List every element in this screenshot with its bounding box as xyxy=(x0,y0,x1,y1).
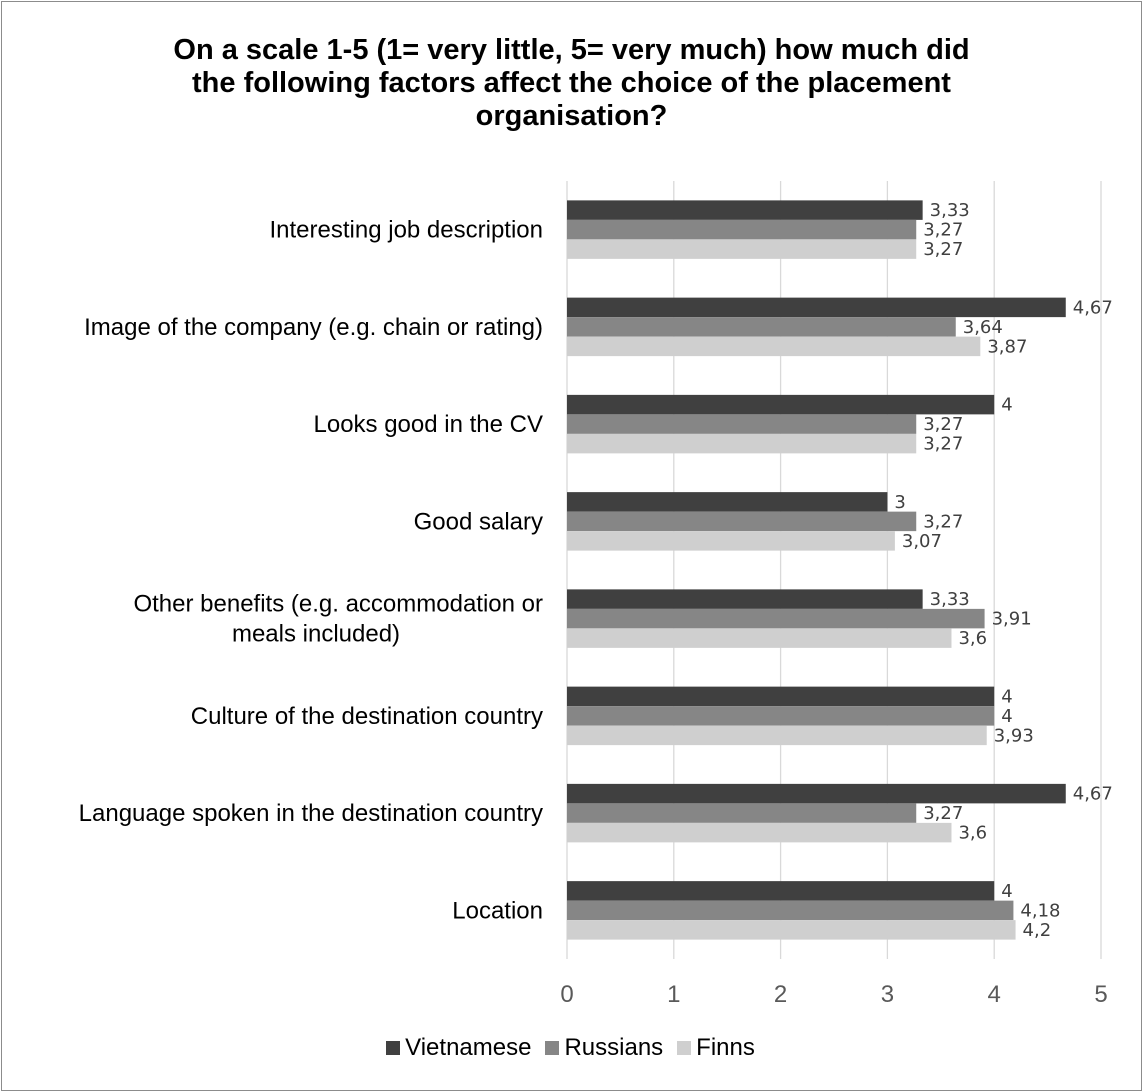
bar-vietnamese xyxy=(567,686,995,707)
bar-vietnamese xyxy=(567,394,995,415)
data-label: 4,18 xyxy=(1020,900,1060,921)
bar-finns xyxy=(567,725,987,746)
category-label: Good salary xyxy=(414,508,543,535)
data-label: 3,33 xyxy=(930,589,970,610)
legend-swatch xyxy=(677,1041,692,1055)
chart-title-line: organisation? xyxy=(475,100,668,132)
category-label: Looks good in the CV xyxy=(314,411,544,438)
bar-russians xyxy=(567,219,917,240)
data-label: 3,27 xyxy=(923,511,963,532)
bar-russians xyxy=(567,511,917,532)
bar-russians xyxy=(567,706,995,726)
category-label: Image of the company (e.g. chain or rati… xyxy=(84,314,543,341)
data-label: 4 xyxy=(1001,706,1012,727)
bar-vietnamese xyxy=(567,783,1066,804)
bar-finns xyxy=(567,920,1016,940)
category-label: Language spoken in the destination count… xyxy=(79,800,543,827)
data-label: 3,64 xyxy=(963,317,1003,338)
data-label: 4,67 xyxy=(1073,297,1113,318)
data-label: 3,6 xyxy=(958,823,987,844)
chart-title-line: the following factors affect the choice … xyxy=(192,67,951,99)
bar-finns xyxy=(567,336,981,357)
x-tick-label: 2 xyxy=(774,981,787,1008)
data-label: 3,27 xyxy=(923,414,963,435)
legend-item-russians: Russians xyxy=(545,1034,663,1062)
x-tick-label: 0 xyxy=(560,981,573,1008)
legend-item-finns: Finns xyxy=(677,1034,755,1062)
data-label: 3,33 xyxy=(930,200,970,221)
data-label: 3,87 xyxy=(987,336,1027,357)
category-label: Other benefits (e.g. accommodation or xyxy=(133,591,543,618)
data-label: 3,27 xyxy=(923,803,963,824)
data-label: 3,07 xyxy=(902,531,942,552)
bar-vietnamese xyxy=(567,297,1066,318)
bar-vietnamese xyxy=(567,881,995,901)
category-label: Interesting job description xyxy=(270,217,544,244)
bar-russians xyxy=(567,414,917,434)
bar-russians xyxy=(567,900,1014,921)
bar-russians xyxy=(567,608,985,629)
bar-finns xyxy=(567,531,895,551)
data-label: 3,93 xyxy=(994,725,1034,746)
data-label: 4,67 xyxy=(1073,784,1113,805)
data-label: 3,6 xyxy=(958,628,987,649)
x-tick-label: 3 xyxy=(881,981,894,1008)
bar-finns xyxy=(567,628,952,648)
bar-russians xyxy=(567,803,917,823)
x-tick-label: 1 xyxy=(667,981,680,1008)
data-label: 3,27 xyxy=(923,239,963,260)
data-label: 4,2 xyxy=(1023,920,1052,941)
bar-finns xyxy=(567,433,917,454)
legend-swatch xyxy=(386,1041,401,1055)
category-label: Culture of the destination country xyxy=(191,703,543,730)
legend-label: Vietnamese xyxy=(405,1034,532,1061)
chart-title: On a scale 1-5 (1= very little, 5= very … xyxy=(60,34,1083,133)
legend-label: Finns xyxy=(696,1034,755,1061)
category-label: Location xyxy=(452,897,543,924)
legend: Vietnamese Russians Finns xyxy=(0,1034,1141,1062)
data-label: 3,27 xyxy=(923,220,963,241)
bar-finns xyxy=(567,822,952,843)
x-tick-label: 5 xyxy=(1094,981,1107,1008)
chart-title-line: On a scale 1-5 (1= very little, 5= very … xyxy=(173,34,970,66)
data-label: 4 xyxy=(1001,686,1012,707)
x-tick-label: 4 xyxy=(988,981,1001,1008)
bar-russians xyxy=(567,317,956,337)
data-label: 3,91 xyxy=(992,609,1032,630)
data-label: 3,27 xyxy=(923,434,963,455)
bar-vietnamese xyxy=(567,589,923,609)
data-label: 3 xyxy=(894,492,905,513)
data-label: 4 xyxy=(1001,395,1012,416)
category-label: meals included) xyxy=(232,621,400,648)
data-label: 4 xyxy=(1001,881,1012,902)
bar-vietnamese xyxy=(567,492,888,512)
legend-item-vietnamese: Vietnamese xyxy=(386,1034,531,1062)
bar-finns xyxy=(567,239,917,259)
legend-swatch xyxy=(545,1041,560,1055)
legend-label: Russians xyxy=(564,1034,664,1061)
bar-vietnamese xyxy=(567,200,923,220)
